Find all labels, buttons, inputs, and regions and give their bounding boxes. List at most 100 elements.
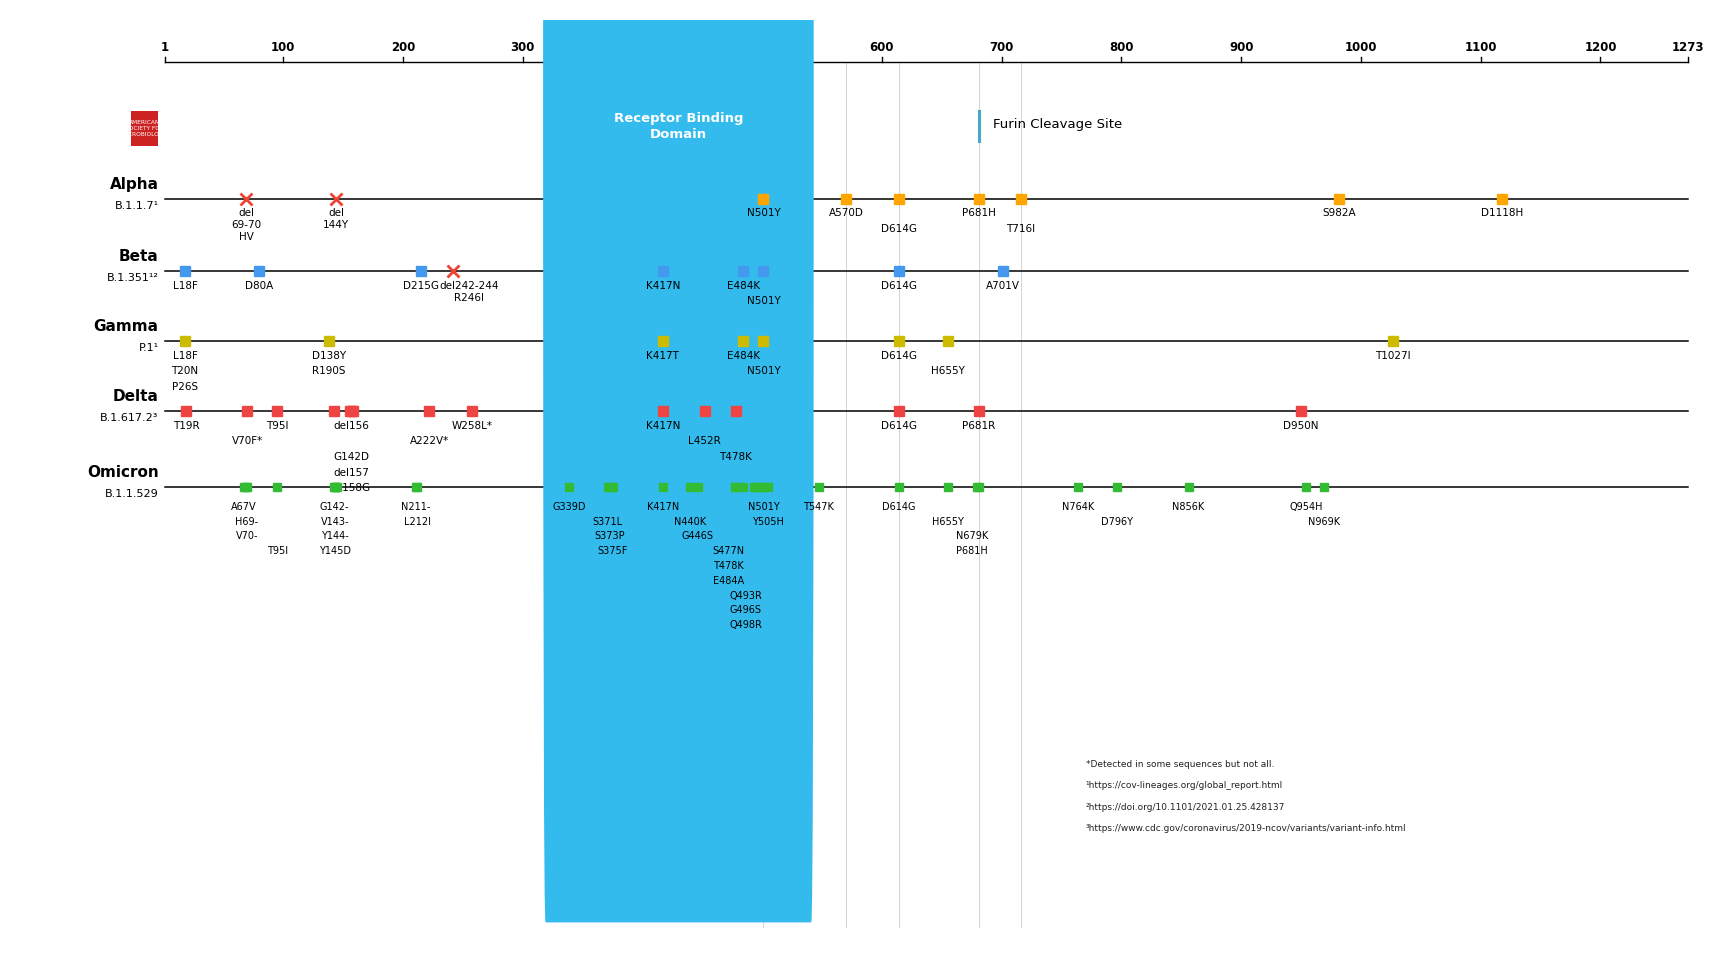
Text: H655Y: H655Y [931, 366, 965, 377]
Text: D138Y: D138Y [312, 350, 345, 361]
Text: 500: 500 [750, 41, 774, 54]
Text: 400: 400 [630, 41, 654, 54]
Text: Y145D: Y145D [319, 547, 350, 556]
Text: L212I: L212I [403, 516, 431, 527]
Text: D215G: D215G [403, 280, 440, 291]
Text: del
69-70
HV: del 69-70 HV [232, 209, 261, 242]
Text: S375F: S375F [598, 547, 628, 556]
Text: E484A: E484A [713, 576, 743, 586]
Text: N501Y: N501Y [747, 209, 780, 219]
Text: 300: 300 [510, 41, 536, 54]
Text: E484K: E484K [726, 350, 759, 361]
Text: K417N: K417N [647, 502, 678, 511]
Text: Q498R: Q498R [730, 621, 762, 630]
Text: N211-: N211- [402, 502, 431, 511]
Text: Alpha: Alpha [110, 177, 158, 191]
Text: V143-: V143- [321, 516, 349, 527]
Text: H69-: H69- [235, 516, 258, 527]
Text: del157: del157 [333, 468, 369, 477]
Text: T716I: T716I [1006, 224, 1035, 234]
Text: P681R: P681R [962, 421, 996, 430]
FancyBboxPatch shape [543, 0, 814, 922]
Text: R190S: R190S [312, 366, 345, 377]
Text: N501Y: N501Y [747, 366, 780, 377]
Text: G142-: G142- [319, 502, 350, 511]
Text: Gamma: Gamma [94, 319, 158, 334]
Text: 900: 900 [1229, 41, 1253, 54]
Text: P681H: P681H [962, 209, 996, 219]
Text: T1027I: T1027I [1375, 350, 1411, 361]
Text: D614G: D614G [881, 350, 917, 361]
Text: N764K: N764K [1063, 502, 1094, 511]
Text: Delta: Delta [113, 389, 158, 404]
Text: T478K: T478K [719, 452, 752, 462]
Text: T19R: T19R [173, 421, 199, 430]
Text: 1000: 1000 [1344, 41, 1377, 54]
Text: L18F: L18F [173, 280, 197, 291]
Text: T95I: T95I [266, 421, 288, 430]
Text: A67V: A67V [230, 502, 256, 511]
Text: T547K: T547K [804, 502, 834, 511]
Text: S371L: S371L [592, 516, 623, 527]
Text: 1: 1 [161, 41, 168, 54]
Text: A222V*: A222V* [410, 436, 448, 446]
Text: S477N: S477N [713, 547, 745, 556]
Text: ²https://doi.org/10.1101/2021.01.25.428137: ²https://doi.org/10.1101/2021.01.25.4281… [1085, 802, 1284, 812]
Text: N501Y: N501Y [747, 502, 780, 511]
Text: 600: 600 [871, 41, 895, 54]
Text: ¹https://cov-lineages.org/global_report.html: ¹https://cov-lineages.org/global_report.… [1085, 781, 1283, 791]
Text: 200: 200 [391, 41, 416, 54]
Text: Q493R: Q493R [730, 590, 762, 600]
Text: Beta: Beta [118, 249, 158, 264]
Text: N440K: N440K [675, 516, 706, 527]
Text: 100: 100 [271, 41, 295, 54]
Text: D614G: D614G [881, 224, 917, 234]
Text: D614G: D614G [881, 421, 917, 430]
Text: L18F: L18F [173, 350, 197, 361]
Text: *Detected in some sequences but not all.: *Detected in some sequences but not all. [1085, 759, 1274, 769]
Text: G496S: G496S [730, 605, 761, 616]
Text: 1273: 1273 [1672, 41, 1703, 54]
Text: A570D: A570D [829, 209, 864, 219]
Text: P681H: P681H [956, 547, 987, 556]
Text: D1118H: D1118H [1482, 209, 1523, 219]
Text: D614G: D614G [883, 502, 915, 511]
Text: Q954H: Q954H [1289, 502, 1322, 511]
Text: V70F*: V70F* [232, 436, 263, 446]
Text: Furin Cleavage Site: Furin Cleavage Site [994, 118, 1123, 131]
Text: D80A: D80A [246, 280, 273, 291]
Text: K417N: K417N [646, 421, 680, 430]
Text: D796Y: D796Y [1101, 516, 1133, 527]
Text: N969K: N969K [1308, 516, 1339, 527]
Text: K417T: K417T [646, 350, 680, 361]
Text: B.1.1.529: B.1.1.529 [105, 489, 158, 499]
Text: B.1.351¹²: B.1.351¹² [106, 272, 158, 283]
Text: N679K: N679K [956, 532, 987, 542]
Text: Y144-: Y144- [321, 532, 349, 542]
Text: V70-: V70- [235, 532, 259, 542]
Text: 700: 700 [989, 41, 1015, 54]
Text: Omicron: Omicron [88, 465, 158, 480]
Text: G339D: G339D [553, 502, 585, 511]
Text: del156: del156 [333, 421, 369, 430]
Text: E484K: E484K [726, 280, 759, 291]
Text: H655Y: H655Y [932, 516, 963, 527]
Text: A701V: A701V [986, 280, 1020, 291]
Text: K417N: K417N [646, 280, 680, 291]
Text: del242-244
R246I: del242-244 R246I [440, 280, 498, 303]
Text: G446S: G446S [682, 532, 714, 542]
Text: T20N: T20N [172, 366, 199, 377]
Text: Y505H: Y505H [752, 516, 785, 527]
Text: D614G: D614G [881, 280, 917, 291]
Text: N501Y: N501Y [747, 296, 780, 306]
Text: S982A: S982A [1322, 209, 1356, 219]
Text: 1100: 1100 [1465, 41, 1497, 54]
Text: S373P: S373P [594, 532, 625, 542]
Text: 800: 800 [1109, 41, 1133, 54]
Text: N856K: N856K [1173, 502, 1205, 511]
Text: D950N: D950N [1283, 421, 1319, 430]
Text: T95I: T95I [266, 547, 288, 556]
Text: G142D: G142D [333, 452, 369, 462]
Text: AMERICAN
SOCIETY FOR
MICROBIOLOGY: AMERICAN SOCIETY FOR MICROBIOLOGY [122, 120, 167, 137]
Text: P.1¹: P.1¹ [139, 343, 158, 353]
